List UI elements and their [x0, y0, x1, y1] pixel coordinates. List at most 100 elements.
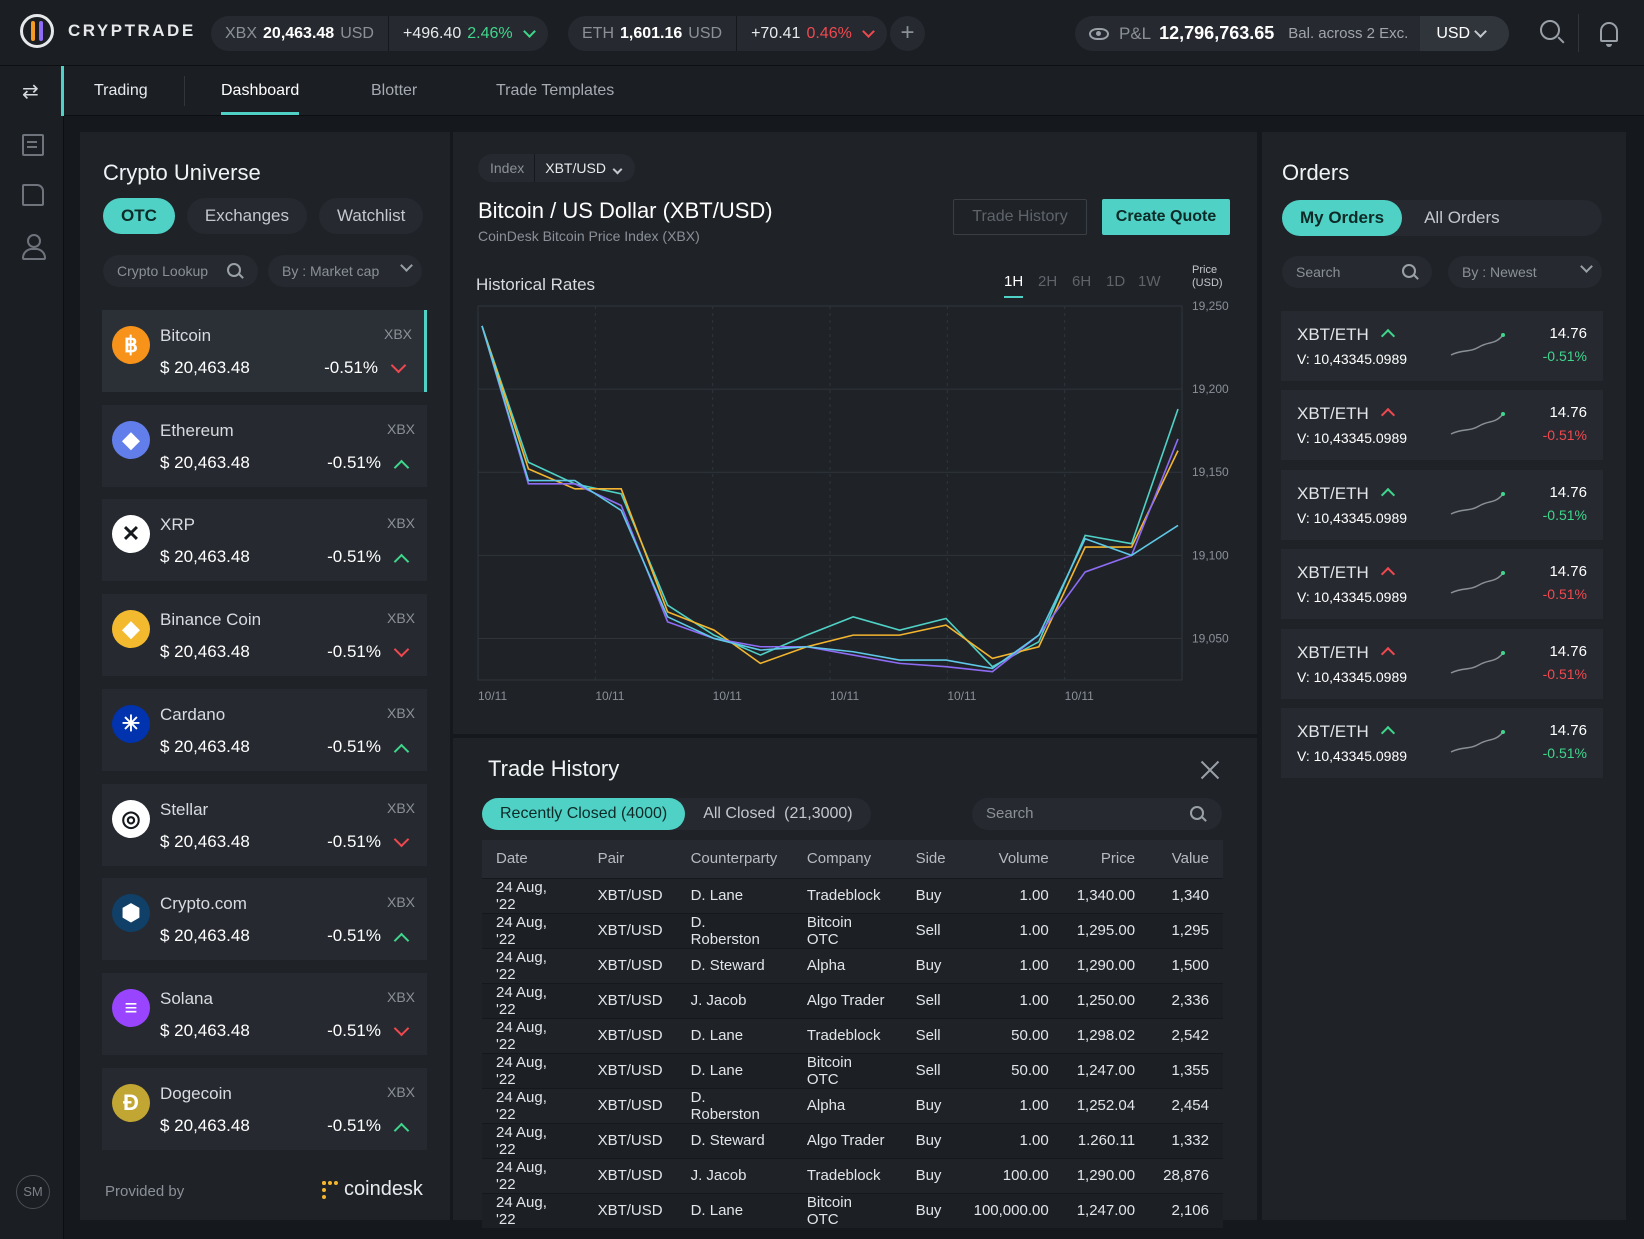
tab-trade-templates[interactable]: Trade Templates: [496, 82, 615, 99]
notifications-button[interactable]: [1600, 22, 1618, 47]
chevron-down-icon: [393, 641, 410, 658]
table-cell: XBT/USD: [583, 1017, 677, 1053]
table-cell: 1,295.00: [1062, 912, 1150, 948]
trade-history-tabs: Recently Closed (4000) All Closed (21,30…: [482, 798, 871, 830]
chevron-up-icon: [1380, 487, 1396, 502]
currency-select[interactable]: USD: [1420, 16, 1510, 51]
collapse-icon[interactable]: ⇄: [22, 81, 39, 103]
close-icon[interactable]: [1200, 760, 1220, 780]
ticker-eth[interactable]: ETH 1,601.16 USD +70.41 0.46%: [568, 16, 887, 51]
coin-list-item[interactable]: ฿ Bitcoin XBX $ 20,463.48 -0.51%: [102, 310, 427, 392]
order-item[interactable]: XBT/ETH V: 10,43345.0989 14.76 -0.51%: [1281, 311, 1603, 381]
user-icon[interactable]: [22, 234, 46, 260]
tab-my-orders[interactable]: My Orders: [1282, 200, 1403, 236]
crypto-lookup-input[interactable]: Crypto Lookup: [103, 255, 258, 287]
order-price: 14.76: [1549, 483, 1587, 501]
coin-list-item[interactable]: Đ Dogecoin XBX $ 20,463.48 -0.51%: [102, 1067, 427, 1150]
tab-all-closed[interactable]: All Closed (21,3000): [703, 805, 853, 822]
order-item[interactable]: XBT/ETH V: 10,43345.0989 14.76 -0.51%: [1281, 390, 1603, 461]
add-ticker-button[interactable]: +: [890, 16, 925, 51]
table-cell: D. Lane: [676, 1052, 793, 1088]
table-cell: Buy: [901, 1157, 960, 1193]
column-header[interactable]: Side: [901, 840, 960, 878]
ticker-xbx[interactable]: XBX 20,463.48 USD +496.40 2.46%: [211, 16, 548, 51]
column-header[interactable]: Pair: [583, 840, 677, 878]
order-item[interactable]: XBT/ETH V: 10,43345.0989 14.76 -0.51%: [1281, 628, 1603, 699]
tab-blotter[interactable]: Blotter: [371, 82, 418, 99]
table-row[interactable]: 24 Aug, '22 XBT/USD D. Steward Algo Trader B…: [482, 1122, 1223, 1158]
orders-search-input[interactable]: Search: [1282, 256, 1432, 288]
coin-list-item[interactable]: ◎ Stellar XBX $ 20,463.48 -0.51%: [102, 783, 427, 866]
table-row[interactable]: 24 Aug, '22 XBT/USD D. Steward Alpha Buy 1.00…: [482, 947, 1223, 983]
coin-list-item[interactable]: ✕ XRP XBX $ 20,463.48 -0.51%: [102, 499, 427, 582]
ticker-price: 20,463.48: [263, 24, 335, 42]
table-row[interactable]: 24 Aug, '22 XBT/USD J. Jacob Algo Trader Sel…: [482, 982, 1223, 1018]
ticker-symbol: XBX: [225, 24, 258, 42]
column-header[interactable]: Value: [1149, 840, 1223, 878]
coin-source: XBX: [386, 799, 415, 816]
coin-list-item[interactable]: ✳ Cardano XBX $ 20,463.48 -0.51%: [102, 688, 427, 771]
table-row[interactable]: 24 Aug, '22 XBT/USD D. Roberston Alpha Buy 1.…: [482, 1087, 1223, 1123]
order-item[interactable]: XBT/ETH V: 10,43345.0989 14.76 -0.51%: [1281, 469, 1603, 540]
table-row[interactable]: 24 Aug, '22 XBT/USD D. Lane Bitcoin OTC Sell…: [482, 1052, 1223, 1088]
sparkline-chart: [1450, 412, 1505, 436]
orders-sort-select[interactable]: By : Newest: [1448, 256, 1602, 288]
order-item[interactable]: XBT/ETH V: 10,43345.0989 14.76 -0.51%: [1281, 708, 1603, 778]
coin-list-item[interactable]: ⬢ Crypto.com XBX $ 20,463.48 -0.51%: [102, 878, 427, 961]
tab-watchlist[interactable]: Watchlist: [319, 198, 424, 234]
file-icon[interactable]: [22, 184, 44, 206]
coin-name: Cardano: [160, 704, 226, 724]
series-line: [481, 325, 1179, 665]
universe-tabs: OTC Exchanges Watchlist: [103, 198, 425, 234]
tab-exchanges[interactable]: Exchanges: [186, 198, 308, 234]
historical-rates-chart[interactable]: 19,250 19,200 19,150 19,100 19,050 10/11 10/11…: [470, 296, 1240, 708]
order-price: 14.76: [1549, 404, 1587, 422]
tab-otc[interactable]: OTC: [103, 198, 175, 234]
pnl-summary[interactable]: P&L 12,796,763.65 Bal. across 2 Exc. USD: [1075, 16, 1510, 51]
table-row[interactable]: 24 Aug, '22 XBT/USD D. Roberston Bitcoin OT…: [482, 912, 1223, 948]
table-cell: 1,332: [1149, 1122, 1223, 1158]
tab-all-orders[interactable]: All Orders: [1424, 208, 1500, 227]
coin-list-item[interactable]: ◆ Ethereum XBX $ 20,463.48 -0.51%: [102, 404, 427, 487]
create-quote-button[interactable]: Create Quote: [1102, 199, 1230, 235]
table-cell: Algo Trader: [792, 982, 902, 1018]
avatar[interactable]: SM: [16, 1175, 50, 1209]
timeframe-2h[interactable]: 2H: [1038, 273, 1058, 290]
timeframe-1h[interactable]: 1H: [1004, 273, 1024, 298]
nav-section-trading[interactable]: Trading: [94, 82, 148, 99]
chevron-up-icon: [1380, 408, 1396, 423]
table-row[interactable]: 24 Aug, '22 XBT/USD J. Jacob Tradeblock Buy 1…: [482, 1157, 1223, 1193]
trade-history-button[interactable]: Trade History: [953, 199, 1087, 235]
column-header[interactable]: Volume: [959, 840, 1063, 878]
xrp-icon: ✕: [112, 515, 150, 554]
timeframe-6h[interactable]: 6H: [1072, 273, 1092, 290]
tab-dashboard[interactable]: Dashboard: [221, 66, 300, 116]
order-item[interactable]: XBT/ETH V: 10,43345.0989 14.76 -0.51%: [1281, 549, 1603, 620]
index-pair-select[interactable]: Index XBT/USD: [478, 154, 635, 182]
search-button[interactable]: [1540, 20, 1560, 40]
column-header[interactable]: Company: [792, 840, 902, 878]
app-logo[interactable]: CRYPTRADE: [20, 14, 196, 48]
coin-list-item[interactable]: ◆ Binance Coin XBX $ 20,463.48 -0.51%: [102, 594, 427, 677]
document-icon[interactable]: [22, 134, 44, 156]
eye-icon[interactable]: [1089, 27, 1109, 40]
order-change: -0.51%: [1542, 665, 1587, 682]
sort-select[interactable]: By : Market cap: [268, 255, 422, 287]
table-cell: 1,355: [1149, 1052, 1223, 1088]
chart-title: Historical Rates: [476, 275, 596, 294]
coin-name: Ethereum: [160, 420, 234, 440]
column-header[interactable]: Price: [1062, 840, 1150, 878]
column-header[interactable]: Date: [482, 840, 584, 878]
table-row[interactable]: 24 Aug, '22 XBT/USD D. Lane Tradeblock Buy 1.…: [482, 877, 1223, 913]
coindesk-logo[interactable]: coindesk: [322, 1178, 423, 1201]
column-header[interactable]: Counterparty: [676, 840, 793, 878]
table-row[interactable]: 24 Aug, '22 XBT/USD D. Lane Bitcoin OTC Buy 1…: [482, 1192, 1223, 1228]
trade-search-input[interactable]: Search: [972, 798, 1222, 830]
table-cell: 2,454: [1149, 1087, 1223, 1123]
tab-recently-closed[interactable]: Recently Closed (4000): [482, 798, 686, 830]
table-row[interactable]: 24 Aug, '22 XBT/USD D. Lane Tradeblock Sell 5…: [482, 1017, 1223, 1053]
coin-source: XBX: [386, 894, 415, 911]
timeframe-1w[interactable]: 1W: [1138, 273, 1161, 290]
timeframe-1d[interactable]: 1D: [1106, 273, 1126, 290]
coin-list-item[interactable]: ≡ Solana XBX $ 20,463.48 -0.51%: [102, 972, 427, 1055]
